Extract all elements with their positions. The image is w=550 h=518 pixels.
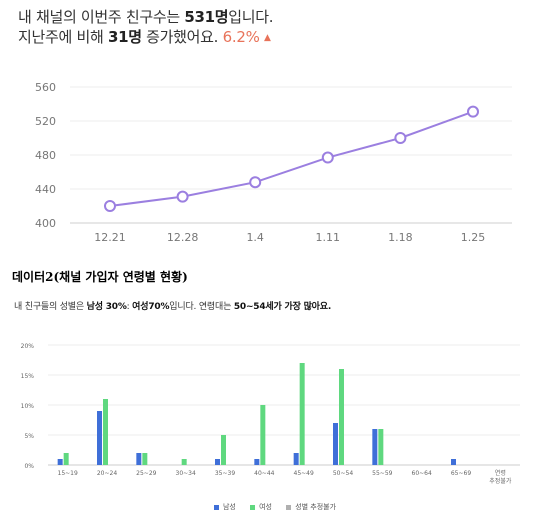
bar-x-tick-label: 40~44 bbox=[254, 470, 274, 477]
male-bar bbox=[57, 459, 63, 465]
age-gender-bar-chart: 0% 5% 10% 15% 20% 15~19 20~24 25~29 30~34 35~39 40… bbox=[21, 343, 520, 485]
female-bar bbox=[63, 453, 69, 465]
legend-swatch-female bbox=[250, 504, 256, 510]
summary-top-age: 50~54세가 가장 많아요. bbox=[233, 302, 332, 312]
bar-x-tick-label: 30~34 bbox=[176, 470, 196, 477]
increase-arrow-icon: ▲ bbox=[264, 33, 271, 43]
line-x-tick-label: 1.11 bbox=[316, 231, 341, 244]
male-bar bbox=[333, 423, 338, 465]
bar-y-tick-label: 5% bbox=[24, 433, 34, 440]
female-bar bbox=[181, 459, 187, 465]
legend-swatch-unknown bbox=[286, 504, 292, 510]
friends-data-point bbox=[176, 190, 189, 203]
bar-y-tick-label: 20% bbox=[21, 343, 35, 350]
bar-y-tick-label: 10% bbox=[21, 403, 35, 410]
bar-x-tick-label: 45~49 bbox=[294, 470, 314, 477]
line-y-tick-label: 560 bbox=[35, 81, 56, 94]
summary-part: 입니다. 연령대는 bbox=[169, 302, 234, 312]
headline-text: 내 채널의 이번주 친구수는 bbox=[18, 8, 185, 26]
section-title: 데이터2(채널 가입자 연령별 현황) bbox=[12, 270, 188, 284]
friends-series-line bbox=[109, 110, 474, 207]
female-bar bbox=[103, 399, 108, 465]
friends-data-point bbox=[104, 200, 116, 212]
summary-text: 내 친구들의 성별은 남성 30%: 여성70%입니다. 연령대는 50~54세… bbox=[14, 299, 331, 312]
legend-item-male[interactable]: 남성 bbox=[213, 502, 236, 512]
summary-part: : bbox=[126, 302, 133, 312]
headline-text: 입니다. bbox=[228, 8, 274, 26]
weekly-change-headline: 지난주에 비해 31명 증가했어요. 6.2% ▲ bbox=[18, 26, 271, 47]
male-bar bbox=[136, 453, 142, 465]
summary-part: 내 친구들의 성별은 bbox=[14, 302, 87, 312]
legend-item-female[interactable]: 여성 bbox=[250, 502, 272, 512]
bar-x-tick-label: 60~64 bbox=[412, 470, 432, 477]
bar-y-tick-label: 15% bbox=[21, 373, 35, 380]
bar-x-tick-label: 20~24 bbox=[97, 470, 117, 477]
friends-line-chart: 400 440 480 520 560 12.21 12.28 1.4 1.11 1.18 1.25 bbox=[35, 81, 512, 244]
female-bar bbox=[221, 435, 226, 465]
legend-swatch-male bbox=[213, 504, 219, 510]
summary-female-ratio: 여성70% bbox=[132, 302, 170, 312]
bar-x-tick-label: 추정불가 bbox=[489, 477, 512, 485]
bar-x-tick-label: 연령 bbox=[495, 469, 506, 477]
male-bar bbox=[293, 453, 299, 465]
line-y-tick-label: 440 bbox=[35, 183, 56, 196]
female-bar bbox=[299, 363, 305, 465]
bar-x-tick-label: 55~59 bbox=[372, 470, 392, 477]
line-x-tick-label: 12.28 bbox=[167, 231, 199, 244]
increase-count-value: 31명 bbox=[107, 28, 142, 46]
bar-x-tick-label: 15~19 bbox=[58, 470, 78, 477]
line-x-tick-label: 1.25 bbox=[461, 231, 486, 244]
friends-data-point bbox=[321, 151, 334, 164]
bar-x-tick-label: 35~39 bbox=[215, 470, 235, 477]
legend-label-male: 남성 bbox=[222, 503, 236, 511]
female-bar bbox=[339, 369, 344, 465]
friends-data-point bbox=[249, 176, 262, 189]
line-y-tick-label: 480 bbox=[35, 149, 56, 162]
male-bar bbox=[451, 459, 456, 465]
line-y-tick-label: 520 bbox=[35, 115, 56, 128]
headline-text: 증가했어요. bbox=[141, 28, 223, 46]
female-bar bbox=[378, 429, 384, 465]
friends-data-point bbox=[394, 132, 407, 144]
friends-count-headline: 내 채널의 이번주 친구수는 531명입니다. bbox=[18, 6, 274, 27]
legend-label-unknown: 성별 추정불가 bbox=[295, 503, 337, 511]
female-bar bbox=[260, 405, 266, 465]
legend-label-female: 여성 bbox=[259, 503, 272, 511]
line-x-tick-label: 1.18 bbox=[388, 231, 413, 244]
male-bar bbox=[372, 429, 378, 465]
male-bar bbox=[254, 459, 260, 465]
bar-x-tick-label: 65~69 bbox=[451, 470, 471, 477]
friends-data-point bbox=[467, 105, 479, 118]
headline-text: 지난주에 비해 bbox=[18, 28, 108, 46]
male-bar bbox=[215, 459, 220, 465]
increase-percent: 6.2% bbox=[222, 28, 260, 46]
male-bar bbox=[97, 411, 102, 465]
bar-y-tick-label: 0% bbox=[24, 463, 34, 470]
legend-item-unknown[interactable]: 성별 추정불가 bbox=[286, 502, 336, 512]
summary-male-ratio: 남성 30% bbox=[86, 302, 127, 312]
bar-x-tick-label: 25~29 bbox=[136, 470, 156, 477]
bar-chart-legend: 남성 여성 성별 추정불가 bbox=[0, 502, 550, 512]
bar-x-tick-label: 50~54 bbox=[333, 470, 353, 477]
line-y-tick-label: 400 bbox=[35, 217, 56, 230]
line-x-tick-label: 1.4 bbox=[246, 231, 264, 244]
line-x-tick-label: 12.21 bbox=[94, 231, 126, 244]
female-bar bbox=[142, 453, 148, 465]
friends-count-value: 531명 bbox=[184, 8, 229, 26]
